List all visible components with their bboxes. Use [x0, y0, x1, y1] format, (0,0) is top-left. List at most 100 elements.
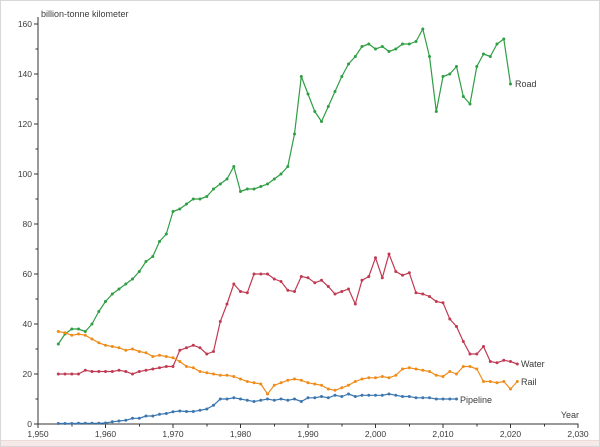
data-point-rail: [151, 355, 155, 358]
x-tick-label: 2,030: [567, 429, 589, 439]
data-point-rail: [178, 360, 182, 363]
data-point-road: [90, 322, 94, 326]
data-point-road: [245, 187, 249, 191]
x-tick-label: 1,970: [162, 429, 184, 439]
data-point-pipeline: [367, 393, 371, 397]
data-point-pipeline: [320, 395, 323, 398]
data-point-rail: [434, 373, 438, 377]
data-point-pipeline: [434, 397, 438, 401]
data-point-water: [333, 292, 337, 296]
data-point-pipeline: [340, 395, 344, 398]
data-point-road: [56, 342, 60, 346]
data-point-pipeline: [313, 396, 317, 400]
data-point-road: [198, 197, 202, 201]
data-point-water: [434, 300, 438, 303]
data-point-road: [374, 47, 377, 51]
data-point-water: [502, 358, 506, 362]
data-point-road: [495, 42, 499, 46]
data-point-pipeline: [90, 421, 94, 425]
data-point-rail: [198, 370, 202, 373]
data-point-road: [178, 207, 182, 211]
data-point-rail: [171, 356, 175, 360]
data-point-water: [56, 372, 60, 376]
data-point-water: [407, 271, 411, 275]
data-point-water: [191, 343, 195, 347]
data-point-pipeline: [218, 397, 222, 401]
data-point-water: [401, 273, 404, 277]
y-tick-label: 100: [18, 169, 32, 179]
bottom-edge-bar: [1, 440, 599, 446]
data-point-pipeline: [259, 398, 263, 402]
data-point-road: [272, 177, 276, 181]
data-point-water: [488, 360, 492, 363]
data-point-road: [360, 45, 364, 48]
data-point-water: [90, 370, 94, 373]
data-point-pipeline: [401, 395, 404, 398]
data-point-water: [347, 287, 350, 291]
y-tick-label: 140: [18, 69, 32, 79]
data-point-water: [360, 278, 364, 282]
data-point-pipeline: [252, 400, 256, 403]
data-point-road: [488, 55, 492, 58]
data-point-pipeline: [225, 397, 229, 401]
data-point-water: [394, 270, 398, 273]
data-point-road: [259, 185, 263, 188]
data-point-pipeline: [326, 396, 330, 400]
series-label-water: Water: [521, 359, 545, 369]
data-point-rail: [367, 376, 371, 380]
data-point-road: [367, 42, 371, 46]
data-point-water: [367, 275, 371, 278]
data-point-pipeline: [191, 410, 195, 413]
data-point-water: [124, 370, 128, 373]
x-tick-label: 1,950: [27, 429, 49, 439]
data-point-rail: [488, 380, 492, 383]
data-point-road: [83, 330, 87, 333]
data-point-rail: [468, 365, 472, 368]
data-point-pipeline: [239, 397, 242, 401]
x-tick-label: 1,960: [95, 429, 117, 439]
data-point-rail: [509, 387, 512, 391]
data-point-water: [468, 352, 472, 356]
y-tick-label: 120: [18, 119, 32, 129]
data-point-rail: [441, 375, 445, 378]
data-point-road: [252, 187, 256, 191]
data-point-pipeline: [374, 393, 377, 397]
data-point-water: [495, 361, 499, 365]
data-point-road: [448, 72, 452, 76]
data-point-rail: [414, 367, 418, 371]
data-point-road: [117, 287, 121, 291]
data-point-road: [97, 310, 101, 313]
data-point-water: [117, 368, 121, 372]
data-point-water: [239, 290, 242, 293]
y-axis-title: billion-tonne kilometer: [41, 9, 129, 19]
data-point-rail: [56, 330, 60, 333]
data-point-rail: [326, 387, 330, 391]
data-point-water: [259, 272, 263, 276]
data-point-water: [131, 372, 134, 376]
data-point-water: [380, 276, 384, 280]
data-point-rail: [353, 380, 357, 383]
data-point-road: [441, 75, 445, 78]
data-point-pipeline: [104, 421, 107, 425]
data-point-rail: [313, 382, 317, 386]
data-point-pipeline: [131, 416, 134, 420]
data-point-water: [77, 372, 80, 376]
data-point-water: [151, 367, 155, 371]
data-point-road: [394, 47, 398, 51]
y-tick-label: 40: [23, 319, 33, 329]
data-point-rail: [340, 386, 344, 390]
data-point-rail: [394, 373, 398, 377]
data-point-road: [110, 292, 114, 296]
data-point-rail: [63, 331, 67, 335]
data-point-water: [110, 370, 114, 373]
data-point-road: [340, 75, 344, 78]
data-point-pipeline: [83, 421, 87, 425]
data-point-road: [299, 75, 303, 78]
data-point-rail: [144, 351, 148, 355]
data-point-water: [83, 368, 87, 372]
data-point-road: [239, 190, 242, 193]
data-point-road: [205, 195, 209, 198]
data-point-pipeline: [117, 419, 121, 423]
data-point-road: [232, 165, 236, 168]
data-point-water: [286, 288, 290, 292]
